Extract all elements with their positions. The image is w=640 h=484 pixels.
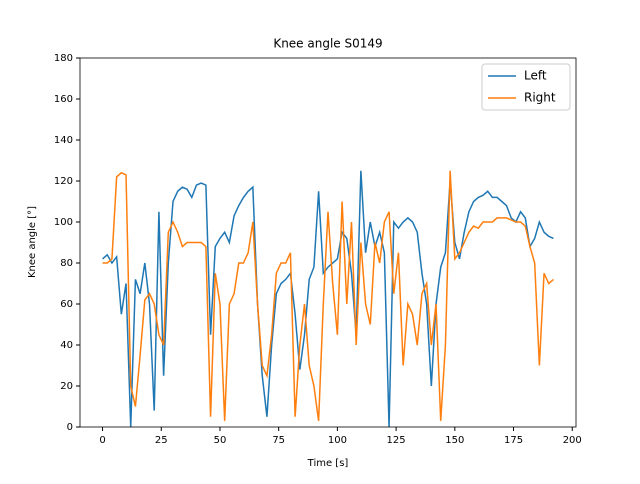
line-series	[102, 170, 554, 421]
x-tick-label: 100	[328, 435, 347, 446]
y-tick-label: 140	[54, 135, 73, 146]
y-tick-label: 120	[54, 176, 73, 187]
y-tick-label: 160	[54, 94, 73, 105]
y-tick-label: 180	[54, 53, 73, 64]
y-tick-label: 0	[67, 422, 73, 433]
line-series	[102, 170, 554, 427]
x-tick-label: 150	[445, 435, 464, 446]
x-tick-label: 50	[214, 435, 227, 446]
x-tick-label: 25	[155, 435, 168, 446]
chart-title: Knee angle S0149	[273, 37, 382, 51]
y-tick-label: 40	[60, 340, 73, 351]
legend-label: Left	[524, 69, 547, 83]
y-tick-label: 80	[60, 258, 73, 269]
x-tick-label: 75	[272, 435, 285, 446]
y-tick-label: 60	[60, 299, 73, 310]
x-tick-label: 200	[563, 435, 582, 446]
x-tick-label: 175	[504, 435, 523, 446]
x-tick-label: 125	[387, 435, 406, 446]
y-tick-label: 100	[54, 217, 73, 228]
x-axis-label: Time [s]	[307, 458, 349, 469]
legend-label: Right	[524, 91, 556, 105]
x-tick-label: 0	[99, 435, 105, 446]
y-axis-label: Knee angle [°]	[27, 206, 38, 278]
y-tick-label: 20	[60, 381, 73, 392]
plot-frame	[79, 57, 577, 428]
